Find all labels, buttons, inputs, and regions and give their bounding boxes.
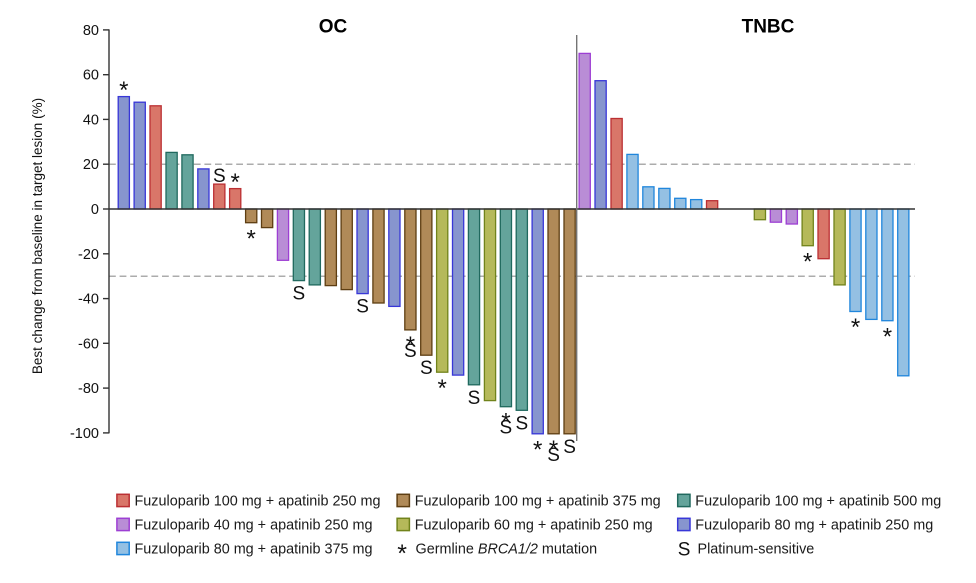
svg-text:*: *	[549, 436, 558, 463]
svg-text:-40: -40	[78, 292, 99, 308]
svg-text:-20: -20	[78, 247, 99, 263]
svg-text:-60: -60	[78, 336, 99, 352]
svg-text:40: 40	[83, 112, 99, 128]
svg-text:*: *	[501, 409, 510, 436]
svg-text:S: S	[515, 413, 528, 434]
svg-text:*: *	[851, 314, 860, 341]
svg-text:*: *	[397, 540, 407, 568]
svg-text:*: *	[119, 77, 128, 104]
svg-text:OC: OC	[319, 17, 348, 38]
svg-text:Platinum-sensitive: Platinum-sensitive	[698, 542, 815, 558]
svg-text:TNBC: TNBC	[742, 17, 795, 38]
svg-text:Fuzuloparib 80 mg + apatinib 3: Fuzuloparib 80 mg + apatinib 375 mg	[135, 542, 373, 558]
svg-text:*: *	[533, 437, 542, 464]
svg-text:Fuzuloparib 80 mg + apatinib 2: Fuzuloparib 80 mg + apatinib 250 mg	[695, 518, 933, 534]
svg-text:S: S	[468, 388, 481, 409]
svg-text:S: S	[356, 297, 369, 318]
svg-text:Fuzuloparib 60 mg + apatinib 2: Fuzuloparib 60 mg + apatinib 250 mg	[415, 518, 653, 534]
svg-text:S: S	[500, 418, 513, 439]
svg-text:*: *	[406, 332, 415, 359]
svg-text:*: *	[803, 248, 812, 275]
svg-text:Fuzuloparib 100 mg + apatinib: Fuzuloparib 100 mg + apatinib 500 mg	[695, 494, 941, 510]
svg-text:*: *	[438, 375, 447, 402]
svg-text:Fuzuloparib 100 mg + apatinib: Fuzuloparib 100 mg + apatinib 250 mg	[135, 494, 381, 510]
svg-text:Fuzuloparib 100 mg + apatinib: Fuzuloparib 100 mg + apatinib 375 mg	[415, 494, 661, 510]
svg-text:S: S	[420, 358, 433, 379]
svg-text:20: 20	[83, 157, 99, 173]
svg-text:0: 0	[91, 202, 99, 218]
svg-text:Best change from baseline in t: Best change from baseline in target lesi…	[30, 98, 45, 374]
svg-text:S: S	[404, 341, 417, 362]
svg-text:S: S	[678, 540, 691, 561]
svg-text:-100: -100	[70, 426, 99, 442]
svg-text:*: *	[247, 225, 256, 252]
svg-text:S: S	[563, 437, 576, 458]
svg-text:80: 80	[83, 23, 99, 39]
svg-text:*: *	[231, 169, 240, 196]
svg-text:60: 60	[83, 68, 99, 84]
svg-text:Fuzuloparib 40 mg + apatinib 2: Fuzuloparib 40 mg + apatinib 250 mg	[135, 518, 373, 534]
svg-text:S: S	[213, 166, 226, 187]
svg-text:S: S	[293, 284, 306, 305]
svg-text:-80: -80	[78, 381, 99, 397]
svg-text:S: S	[547, 445, 560, 466]
svg-text:Germline BRCA1/2 mutation: Germline BRCA1/2 mutation	[416, 542, 598, 558]
svg-text:*: *	[883, 323, 892, 350]
